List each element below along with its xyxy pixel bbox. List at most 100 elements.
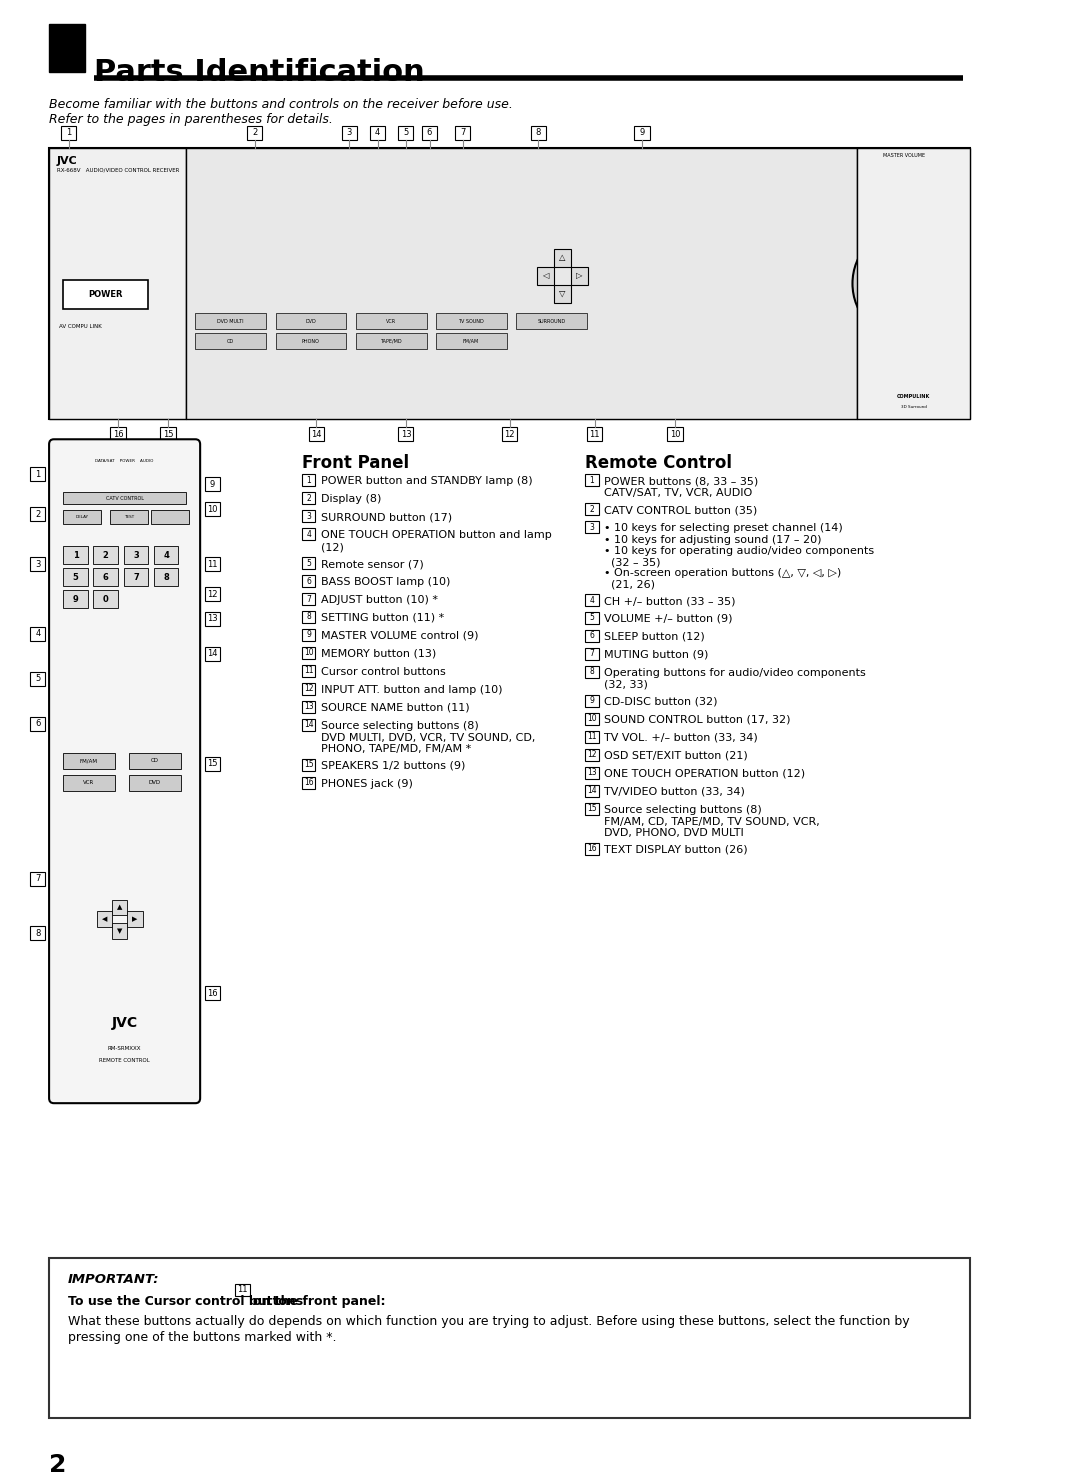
Text: 13: 13	[401, 430, 411, 439]
Bar	[205, 647, 220, 661]
Text: 14: 14	[303, 721, 313, 730]
Text: JVC: JVC	[111, 1016, 137, 1031]
Text: 2: 2	[253, 129, 257, 138]
Bar	[399, 427, 414, 442]
Text: 7: 7	[460, 129, 465, 138]
Bar	[30, 872, 45, 885]
Text: • On-screen operation buttons (△, ▽, ◁, ▷): • On-screen operation buttons (△, ▽, ◁, …	[604, 568, 841, 578]
Bar	[370, 126, 386, 139]
Text: INPUT ATT. button and lamp (10): INPUT ATT. button and lamp (10)	[321, 685, 502, 696]
Text: Display (8): Display (8)	[321, 494, 381, 504]
Bar	[455, 126, 470, 139]
Bar	[302, 777, 315, 789]
Bar	[64, 774, 116, 790]
Text: 1: 1	[307, 476, 311, 485]
Bar	[516, 313, 588, 329]
Text: CD-DISC button (32): CD-DISC button (32)	[604, 697, 718, 707]
Text: PHONO: PHONO	[301, 340, 320, 344]
Bar	[151, 510, 189, 523]
Text: 1: 1	[72, 550, 79, 559]
Bar	[130, 753, 181, 768]
Text: FM/AM, CD, TAPE/MD, TV SOUND, VCR,: FM/AM, CD, TAPE/MD, TV SOUND, VCR,	[604, 817, 820, 826]
Bar	[399, 126, 414, 139]
Text: 16: 16	[588, 844, 597, 853]
Text: TV SOUND: TV SOUND	[458, 319, 484, 323]
Text: FM/AM: FM/AM	[80, 758, 98, 764]
Text: PHONO, TAPE/MD, FM/AM *: PHONO, TAPE/MD, FM/AM *	[321, 744, 471, 753]
Bar	[110, 427, 125, 442]
Bar	[585, 802, 598, 814]
Bar	[302, 611, 315, 623]
Bar	[161, 427, 176, 442]
Text: Remote Control: Remote Control	[585, 454, 732, 472]
Text: 10: 10	[303, 648, 313, 657]
Bar	[112, 924, 127, 939]
Text: SPEAKERS 1/2 buttons (9): SPEAKERS 1/2 buttons (9)	[321, 761, 465, 771]
Bar	[205, 986, 220, 1001]
Bar	[422, 126, 437, 139]
Bar	[554, 249, 571, 267]
Bar	[585, 630, 598, 642]
Bar	[49, 148, 186, 420]
Bar	[585, 731, 598, 743]
FancyBboxPatch shape	[49, 439, 200, 1103]
Bar	[30, 558, 45, 571]
Bar	[64, 568, 87, 586]
Bar	[94, 590, 118, 608]
Bar	[571, 267, 589, 285]
Text: ◀: ◀	[103, 916, 108, 922]
Text: 1: 1	[36, 470, 40, 479]
Text: PHONES jack (9): PHONES jack (9)	[321, 779, 413, 789]
Text: (32 – 35): (32 – 35)	[604, 558, 661, 567]
Text: 7: 7	[590, 650, 594, 658]
Circle shape	[852, 228, 956, 338]
Bar	[302, 528, 315, 540]
Text: 6: 6	[427, 129, 432, 138]
Text: 8: 8	[307, 612, 311, 621]
Text: 3: 3	[35, 559, 40, 568]
Text: DVD: DVD	[306, 319, 316, 323]
Bar	[275, 334, 347, 350]
Bar	[62, 126, 77, 139]
Bar	[30, 627, 45, 641]
Bar	[127, 912, 143, 927]
Text: CD: CD	[151, 758, 159, 764]
Bar	[205, 503, 220, 516]
Bar	[153, 568, 178, 586]
Bar	[341, 126, 356, 139]
Text: ADJUST button (10) *: ADJUST button (10) *	[321, 595, 438, 605]
Text: 6: 6	[590, 632, 594, 641]
Bar	[302, 701, 315, 713]
Text: AV COMPU LINK: AV COMPU LINK	[58, 325, 102, 329]
Text: 8: 8	[163, 572, 170, 581]
Bar	[585, 648, 598, 660]
Text: 10: 10	[588, 715, 597, 724]
Text: 12: 12	[303, 684, 313, 694]
Text: ◁: ◁	[542, 271, 549, 280]
Text: 5: 5	[307, 559, 311, 568]
Text: 9: 9	[210, 479, 215, 489]
Bar	[30, 467, 45, 480]
Text: ▶: ▶	[133, 916, 137, 922]
Text: 11: 11	[238, 1286, 247, 1295]
Bar	[634, 126, 649, 139]
Text: 13: 13	[588, 768, 597, 777]
Text: COMPULINK: COMPULINK	[897, 394, 931, 399]
Text: 15: 15	[207, 759, 218, 768]
Text: DVD MULTI: DVD MULTI	[217, 319, 244, 323]
Text: SOURCE NAME button (11): SOURCE NAME button (11)	[321, 703, 470, 713]
Text: 4: 4	[163, 550, 170, 559]
Text: 2: 2	[103, 550, 109, 559]
Text: Source selecting buttons (8): Source selecting buttons (8)	[321, 721, 478, 731]
Bar	[302, 759, 315, 771]
Text: Front Panel: Front Panel	[302, 454, 409, 472]
Bar	[64, 510, 102, 523]
Text: 12: 12	[588, 750, 596, 759]
Text: DATA/SAT    POWER    AUDIO: DATA/SAT POWER AUDIO	[95, 460, 153, 463]
Text: DVD, PHONO, DVD MULTI: DVD, PHONO, DVD MULTI	[604, 828, 744, 838]
Text: Become familiar with the buttons and controls on the receiver before use.: Become familiar with the buttons and con…	[49, 98, 513, 111]
Bar	[205, 558, 220, 571]
Bar	[110, 510, 148, 523]
Bar	[585, 521, 598, 532]
Bar	[49, 148, 971, 420]
